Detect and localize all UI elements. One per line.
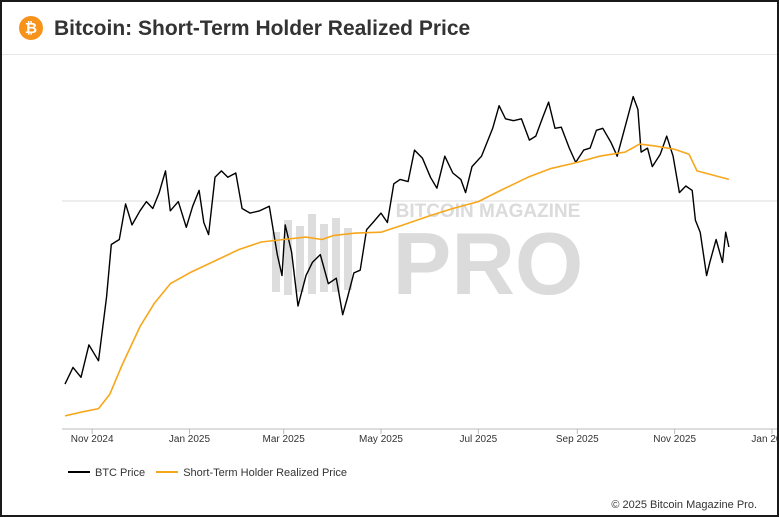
x-tick-label: Sep 2025 bbox=[556, 434, 599, 445]
watermark-line2: PRO bbox=[393, 214, 584, 313]
watermark-emblem-bar bbox=[344, 228, 352, 290]
x-tick-label: Jan 2026 bbox=[751, 434, 777, 445]
legend-label-btc-price: BTC Price bbox=[95, 467, 146, 479]
chart-header: ₿ Bitcoin: Short-Term Holder Realized Pr… bbox=[2, 2, 777, 55]
x-tick-label: Jul 2025 bbox=[459, 434, 497, 445]
x-tick-label: Nov 2024 bbox=[71, 434, 114, 445]
watermark-emblem-bar bbox=[284, 220, 292, 295]
x-tick-label: May 2025 bbox=[359, 434, 403, 445]
watermark-emblem-bar bbox=[272, 232, 280, 292]
legend-swatch-sth-realized-price bbox=[156, 471, 179, 474]
watermark-line1: BITCOIN MAGAZINE bbox=[396, 201, 581, 222]
x-tick-label: Mar 2025 bbox=[263, 434, 306, 445]
chart-title: Bitcoin: Short-Term Holder Realized Pric… bbox=[54, 17, 471, 40]
watermark-emblem-bar bbox=[296, 226, 304, 292]
watermark-emblem-bar bbox=[308, 214, 316, 294]
x-axis: Nov 2024 Jan 2025 Mar 2025 May 2025 Jul 2025… bbox=[62, 428, 777, 445]
watermark-emblem-bar bbox=[320, 224, 328, 292]
x-tick-label: Nov 2025 bbox=[653, 434, 696, 445]
x-tick-label: Jan 2025 bbox=[169, 434, 211, 445]
legend[interactable]: BTC Price Short-Term Holder Realized Pri… bbox=[68, 467, 355, 479]
series-layer bbox=[64, 95, 730, 417]
sth-realized-price-line bbox=[64, 143, 730, 417]
legend-item-sth-realized-price[interactable]: Short-Term Holder Realized Price bbox=[156, 467, 347, 479]
copyright-credit: © 2025 Bitcoin Magazine Pro. bbox=[611, 499, 757, 511]
bitcoin-logo-icon: ₿ bbox=[19, 16, 43, 40]
legend-item-btc-price[interactable]: BTC Price bbox=[68, 467, 145, 479]
btc-price-line bbox=[64, 95, 730, 385]
watermark-emblem-bar bbox=[332, 218, 340, 292]
legend-label-sth-realized-price: Short-Term Holder Realized Price bbox=[183, 467, 348, 479]
legend-swatch-btc-price bbox=[68, 471, 90, 474]
